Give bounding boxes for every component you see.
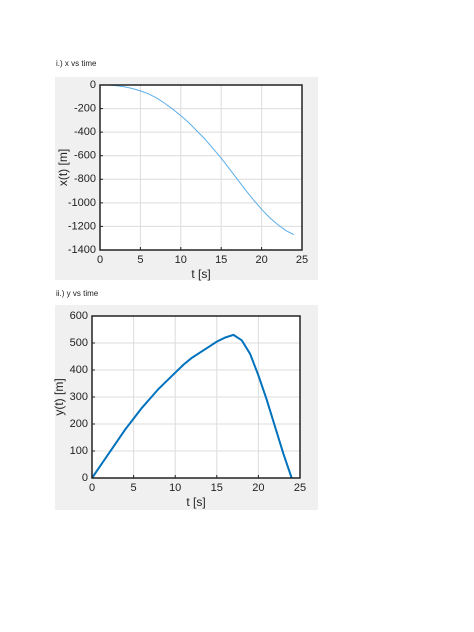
y-tick-label: 0 [90, 79, 96, 91]
y-axis-label: x(t) [m] [56, 149, 70, 186]
x-tick-label: 15 [211, 482, 223, 494]
caption: ii.) y vs time [56, 289, 99, 298]
y-tick-label: 500 [70, 337, 88, 349]
data-line [108, 84, 295, 236]
y-tick-label: -800 [74, 173, 96, 185]
x-tick-label: 25 [294, 482, 306, 494]
y-tick-label: -1200 [68, 220, 96, 232]
x-axis-label: t [s] [186, 495, 205, 509]
y-axis-label: y(t) [m] [52, 378, 66, 415]
x-axis-label: t [s] [191, 267, 210, 281]
y-tick-label: -1400 [68, 244, 96, 256]
axes-box [91, 315, 301, 479]
plot-area [100, 85, 302, 250]
caption: i.) x vs time [56, 59, 97, 68]
x-tick-label: 5 [137, 254, 143, 266]
y-tick-label: -200 [74, 102, 96, 114]
y-tick-label: -600 [74, 150, 96, 162]
x-tick-label: 10 [169, 482, 181, 494]
y-tick-label: -1000 [68, 197, 96, 209]
y-tick-label: 400 [70, 364, 88, 376]
data-line [91, 333, 293, 479]
y-tick-label: 200 [70, 418, 88, 430]
x-tick-label: 20 [255, 254, 267, 266]
y-tick-label: -400 [74, 126, 96, 138]
x-tick-label: 25 [296, 254, 308, 266]
x-tick-label: 0 [97, 254, 103, 266]
x-tick-label: 10 [175, 254, 187, 266]
y-tick-label: 300 [70, 391, 88, 403]
x-tick-label: 15 [215, 254, 227, 266]
x-tick-label: 20 [252, 482, 264, 494]
y-tick-label: 100 [70, 445, 88, 457]
y-tick-label: 600 [70, 310, 88, 322]
y-tick-label: 0 [82, 472, 88, 484]
x-tick-label: 0 [89, 482, 95, 494]
axes-box [99, 84, 303, 251]
x-tick-label: 5 [131, 482, 137, 494]
